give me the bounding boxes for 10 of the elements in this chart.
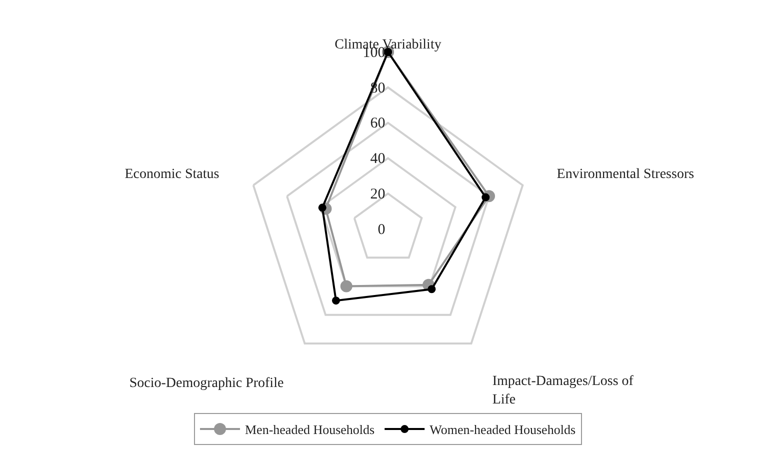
spoke-label: Impact-Damages/Loss of Life	[492, 374, 634, 408]
spoke-label: Environmental Stressors	[556, 166, 694, 182]
y-tick-label: 60	[370, 116, 386, 132]
y-tick-label: 40	[370, 151, 386, 168]
legend-label: Women-headed Households	[430, 422, 576, 438]
y-tick-label: 20	[370, 186, 386, 202]
y-tick-label: 0	[378, 222, 386, 238]
legend-label: Men-headed Households	[245, 422, 375, 438]
spoke-label: Economic Status	[124, 166, 220, 182]
spoke-label: Socio-Demographic Profile	[129, 376, 284, 391]
